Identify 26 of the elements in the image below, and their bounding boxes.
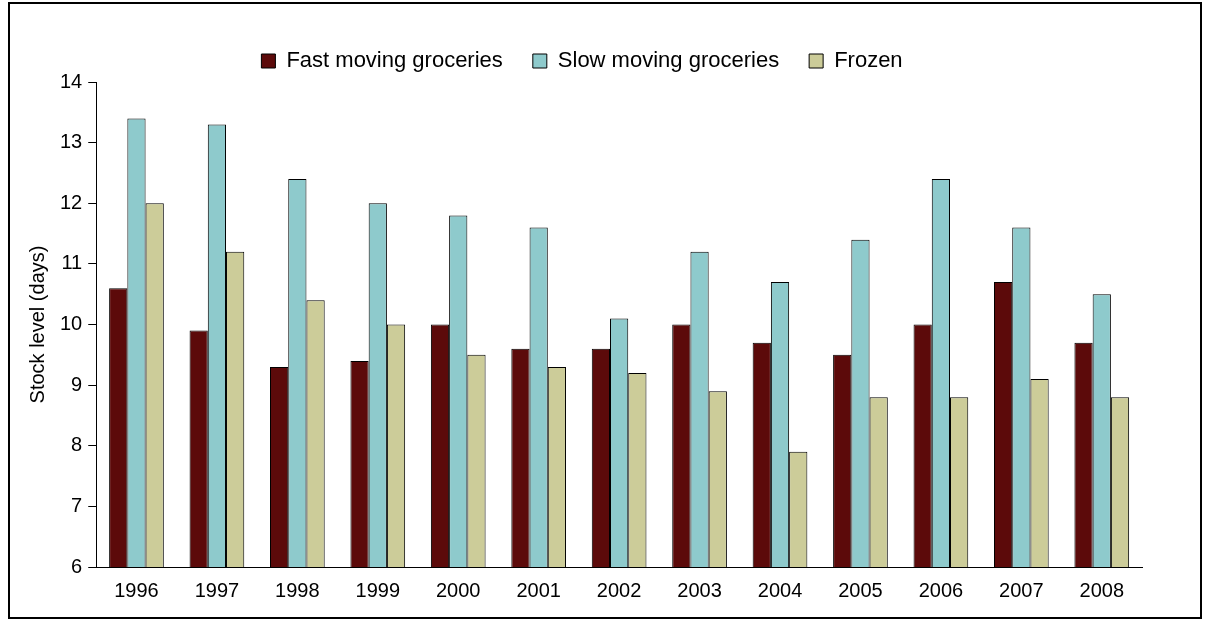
y-tick-label: 14 — [60, 69, 83, 92]
x-tick-label: 2005 — [838, 578, 883, 601]
x-tick-label: 1998 — [275, 578, 320, 601]
x-tick-label: 2007 — [999, 578, 1044, 601]
y-tick-label: 6 — [71, 554, 83, 577]
legend-label: Slow moving groceries — [557, 47, 780, 73]
y-tick-label: 12 — [60, 190, 83, 213]
y-tick-label: 7 — [71, 493, 83, 516]
x-tick-label: 2001 — [516, 578, 561, 601]
x-tick-label: 2002 — [596, 578, 642, 601]
x-tick-label: 1999 — [355, 578, 401, 601]
x-tick-label: 2004 — [757, 578, 803, 601]
x-tick-label: 1996 — [114, 578, 159, 601]
y-tick-label: 9 — [71, 372, 83, 395]
x-tick-label: 2008 — [1079, 578, 1125, 601]
legend-label: Frozen — [834, 47, 903, 73]
legend-label: Fast moving groceries — [286, 47, 503, 73]
y-tick-label: 11 — [61, 251, 83, 274]
x-tick-label: 2006 — [918, 578, 964, 601]
y-tick-label: 13 — [60, 130, 83, 153]
x-tick-label: 2003 — [677, 578, 722, 601]
y-axis-title: Stock level (days) — [25, 245, 48, 404]
y-tick-label: 8 — [71, 433, 83, 456]
y-tick-label: 10 — [60, 312, 83, 335]
x-tick-label: 2000 — [435, 578, 481, 601]
x-tick-label: 1997 — [194, 578, 240, 601]
